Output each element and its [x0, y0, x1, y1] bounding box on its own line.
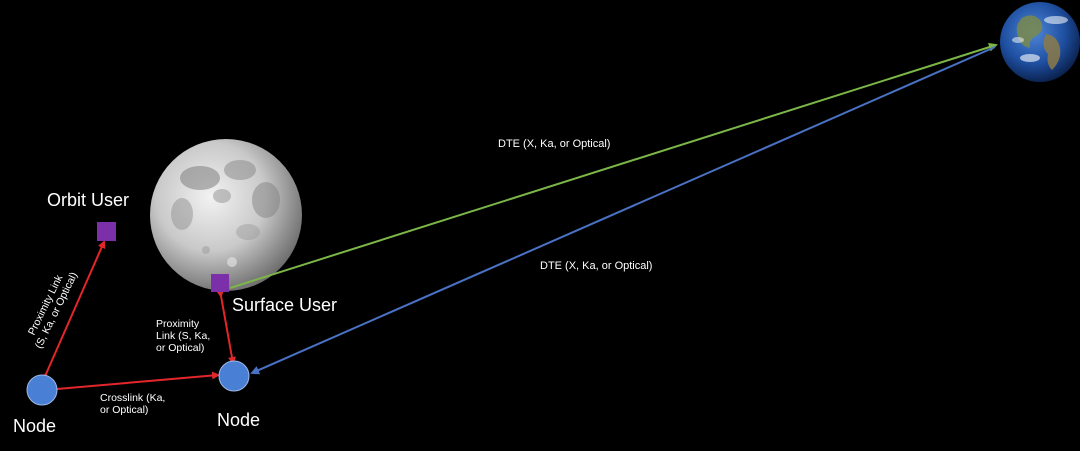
orbit-user-marker	[97, 222, 116, 241]
proximity-link-left	[39, 240, 106, 382]
surface-user-label: Surface User	[232, 295, 338, 315]
surface-user-marker	[211, 274, 229, 292]
node-left-label: Node	[13, 416, 57, 436]
node-right-label: Node	[217, 410, 261, 430]
dte-upper-label: DTE (X, Ka, or Optical)	[498, 138, 611, 150]
dte-link-green	[229, 42, 998, 289]
node-right-marker	[218, 360, 250, 392]
dte-link-blue	[250, 46, 996, 375]
crosslink	[50, 371, 220, 394]
orbit-user-label: Orbit User	[47, 190, 130, 210]
dte-lower-label: DTE (X, Ka, or Optical)	[540, 260, 653, 272]
proximity-link-right-label: Proximity Link (S, Ka, or Optical)	[156, 318, 211, 355]
proximity-link-right	[216, 289, 236, 365]
earth-icon	[1000, 2, 1080, 82]
moon-icon	[150, 139, 302, 291]
node-left-marker	[26, 374, 58, 406]
crosslink-label: Crosslink (Ka, or Optical)	[100, 392, 166, 417]
